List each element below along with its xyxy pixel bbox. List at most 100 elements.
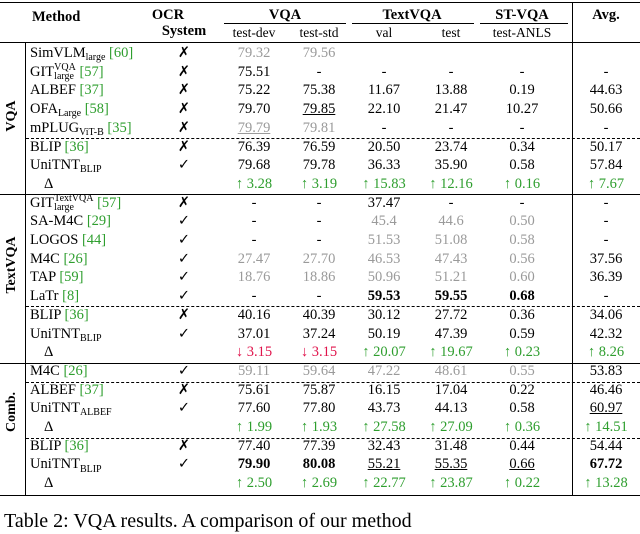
table-cell: 27.47 [237,250,271,267]
cross-icon: ✗ [177,45,191,61]
method-base-name: SA-M4C [30,213,84,230]
check-icon: ✓ [177,269,191,286]
table-cell: 51.08 [434,232,468,248]
citation-link[interactable]: [57] [93,194,122,211]
table-cell: ↑ 12.16 [429,175,473,192]
delta-label: Δ [44,343,53,361]
table-cell: - [519,119,525,136]
table-cell: - [603,213,609,230]
table-cell: - [381,63,387,80]
citation-link[interactable]: [26] [59,250,88,267]
table-cell: 0.19 [509,82,535,99]
method-scripts: BLIP [80,457,102,474]
check-icon: ✓ [177,213,191,230]
citation-link[interactable]: [8] [58,288,80,305]
citation-link[interactable]: [57] [75,63,104,80]
method-subscript: large [85,52,106,64]
citation-link[interactable]: [36] [60,306,89,323]
check-icon: ✓ [177,362,191,379]
table-cell: 0.58 [509,232,535,248]
method-name: UniTNT ALBEF [30,399,112,419]
table-cell: ↑ 20.07 [362,344,406,361]
table-cell: 0.58 [509,157,535,174]
table-cell: - [603,119,609,136]
header-ocr-system: System [161,23,207,39]
table-cell: 22.10 [367,101,401,118]
method-name: BLIP [36] [30,437,89,455]
textvqa-subheader-rule [352,23,474,24]
method-base-name: ALBEF [30,381,76,398]
method-superscript: VQA [54,62,76,74]
table-cell: 17.04 [434,381,468,398]
check-icon: ✓ [177,157,191,174]
table-cell: 50.96 [367,269,401,286]
table-cell: 79.85 [302,101,336,118]
cross-icon: ✗ [177,306,191,323]
table-cell: 42.32 [589,325,623,342]
citation-link[interactable]: [37] [75,381,104,398]
header-test: test [441,25,461,40]
cross-icon: ✗ [177,119,191,136]
table-cell: ↑ 0.36 [503,419,541,435]
method-name: UniTNT BLIP [30,325,102,344]
table-cell: 76.39 [237,138,271,155]
table-cell: - [603,232,609,248]
citation-link[interactable]: [37] [75,82,104,99]
table-cell: 77.39 [302,437,336,454]
method-scripts: ALBEF [79,400,112,419]
citation-link[interactable]: [59] [55,269,84,286]
table-cell: 50.19 [367,325,401,342]
method-scripts: Large [57,101,82,120]
citation-link[interactable]: [36] [60,138,89,155]
citation-link[interactable]: [60] [105,45,134,61]
table-cell: 76.59 [302,138,336,155]
delta-label: Δ [44,474,53,492]
table-cell: ↓ 3.15 [300,344,338,361]
table-cell: 79.70 [237,101,271,118]
citation-link[interactable]: [26] [59,362,88,379]
table-cell: 43.73 [367,400,401,417]
table-cell: 20.50 [367,138,401,155]
method-subscript: ALBEF [79,407,112,419]
citation-link[interactable]: [35] [103,119,132,136]
method-base-name: Δ [44,344,54,361]
method-base-name: Δ [44,175,54,192]
table-cell: 51.53 [367,232,401,248]
table-cell: 27.72 [434,306,468,323]
header-stvqa: ST-VQA [495,7,549,23]
citation-link[interactable]: [58] [81,101,109,118]
table-cell: 44.63 [589,82,623,99]
table-cell: 36.33 [367,157,401,174]
stvqa-subheader-rule [480,23,568,24]
method-name: mPLUG ViT-B [35] [30,119,132,138]
table-cell: 11.67 [367,82,401,99]
method-name: ALBEF [37] [30,381,104,399]
method-name: M4C [26] [30,362,88,380]
method-subscript: Large [57,108,82,120]
citation-link[interactable]: [36] [60,437,89,454]
method-name: GIT VQA large [57] [30,63,104,82]
citation-link[interactable]: [44] [78,232,107,248]
table-cell: 48.61 [434,362,468,379]
table-cell: 47.22 [367,362,401,379]
table-cell: 0.36 [509,306,535,323]
table-cell: ↓ 3.15 [235,344,273,361]
table-cell: 79.32 [237,45,271,61]
check-icon: ✓ [177,288,191,305]
comb-dashed-rule-2 [26,438,640,439]
citation-link[interactable]: [29] [83,213,111,230]
table-cell: 77.60 [237,400,271,417]
table-cell: - [519,194,525,211]
table-cell: - [448,119,454,136]
table-cell: - [316,288,322,305]
method-base-name: LOGOS [30,232,79,248]
table-cell: 35.90 [434,157,468,174]
table-cell: 16.15 [367,381,401,398]
group-label-comb: Comb. [4,391,19,433]
table-cell: 37.01 [237,325,271,342]
check-icon: ✓ [177,250,191,267]
method-base-name: GIT [30,63,55,80]
table-cell: 0.44 [509,437,535,454]
cross-icon: ✗ [177,82,191,99]
table-cell: 34.06 [589,306,623,323]
